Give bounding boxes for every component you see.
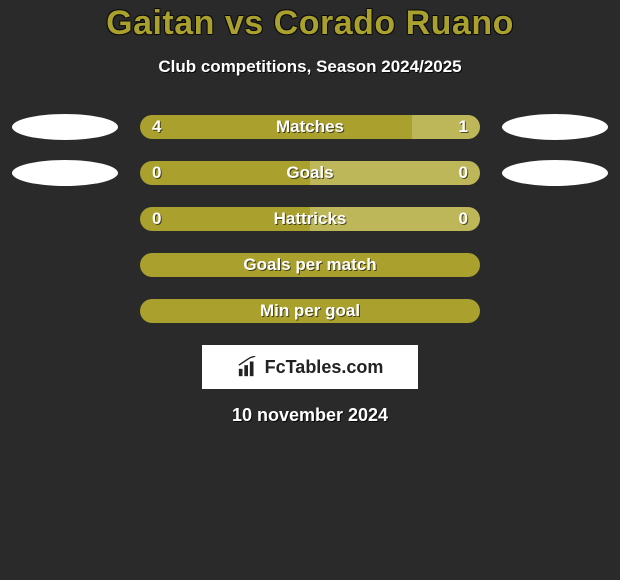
stat-value-right: 0 <box>459 163 468 183</box>
stat-row-min_per_goal: Min per goal <box>0 299 620 323</box>
bar-segment-right: 0 <box>310 207 480 231</box>
club-logo-left <box>12 160 118 186</box>
stat-row-goals_per_match: Goals per match <box>0 253 620 277</box>
stat-value-right: 0 <box>459 209 468 229</box>
bar-segment-left: 4 <box>140 115 412 139</box>
stat-value-right: 1 <box>459 117 468 137</box>
bar-chart-icon <box>237 356 259 378</box>
bar-segment-left: 0 <box>140 207 310 231</box>
page-title: Gaitan vs Corado Ruano <box>0 4 620 43</box>
bar-segment-right: 1 <box>412 115 480 139</box>
stat-bar: 41Matches <box>140 115 480 139</box>
stat-bar: Goals per match <box>140 253 480 277</box>
bar-segment-full <box>140 299 480 323</box>
bar-segment-left: 0 <box>140 161 310 185</box>
brand-badge: FcTables.com <box>202 345 418 389</box>
club-logo-right <box>502 114 608 140</box>
stat-bar: Min per goal <box>140 299 480 323</box>
stat-value-left: 0 <box>152 163 161 183</box>
stat-value-left: 0 <box>152 209 161 229</box>
comparison-card: Gaitan vs Corado Ruano Club competitions… <box>0 0 620 426</box>
club-logo-right <box>502 160 608 186</box>
stat-value-left: 4 <box>152 117 161 137</box>
bar-segment-right: 0 <box>310 161 480 185</box>
bar-segment-full <box>140 253 480 277</box>
club-logo-left <box>12 114 118 140</box>
subtitle: Club competitions, Season 2024/2025 <box>0 57 620 77</box>
stat-row-matches: 41Matches <box>0 115 620 139</box>
date-text: 10 november 2024 <box>0 405 620 426</box>
brand-text: FcTables.com <box>265 357 384 378</box>
stat-rows: 41Matches00Goals00HattricksGoals per mat… <box>0 115 620 323</box>
stat-bar: 00Goals <box>140 161 480 185</box>
stat-row-hattricks: 00Hattricks <box>0 207 620 231</box>
stat-bar: 00Hattricks <box>140 207 480 231</box>
stat-row-goals: 00Goals <box>0 161 620 185</box>
